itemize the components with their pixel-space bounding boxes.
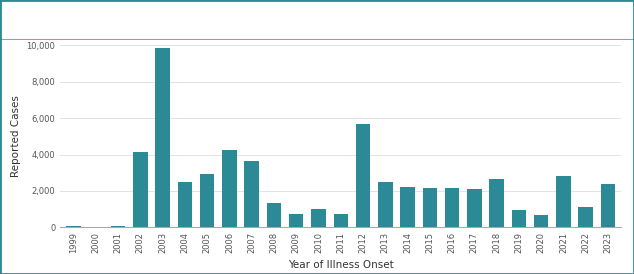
Bar bbox=[311, 209, 326, 227]
Bar bbox=[67, 226, 81, 227]
Bar bbox=[155, 48, 170, 227]
Text: West Nile virus human disease cases by year of illness onset, 1999-2023: West Nile virus human disease cases by y… bbox=[8, 17, 477, 27]
Bar bbox=[378, 182, 392, 227]
Bar bbox=[245, 161, 259, 227]
Bar bbox=[556, 176, 571, 227]
Bar bbox=[400, 187, 415, 227]
Bar bbox=[356, 124, 370, 227]
Bar bbox=[578, 207, 593, 227]
Bar bbox=[534, 215, 548, 227]
Bar bbox=[267, 203, 281, 227]
Bar bbox=[133, 152, 148, 227]
Bar bbox=[423, 188, 437, 227]
X-axis label: Year of Illness Onset: Year of Illness Onset bbox=[288, 260, 394, 270]
Bar bbox=[445, 188, 460, 227]
Bar bbox=[289, 214, 304, 227]
Bar bbox=[222, 150, 236, 227]
Bar bbox=[111, 226, 126, 227]
Bar bbox=[601, 184, 615, 227]
Bar bbox=[512, 210, 526, 227]
Bar bbox=[467, 189, 482, 227]
Bar bbox=[178, 182, 192, 227]
Bar bbox=[200, 174, 214, 227]
Y-axis label: Reported Cases: Reported Cases bbox=[11, 95, 21, 177]
Bar bbox=[489, 179, 504, 227]
Bar bbox=[333, 215, 348, 227]
